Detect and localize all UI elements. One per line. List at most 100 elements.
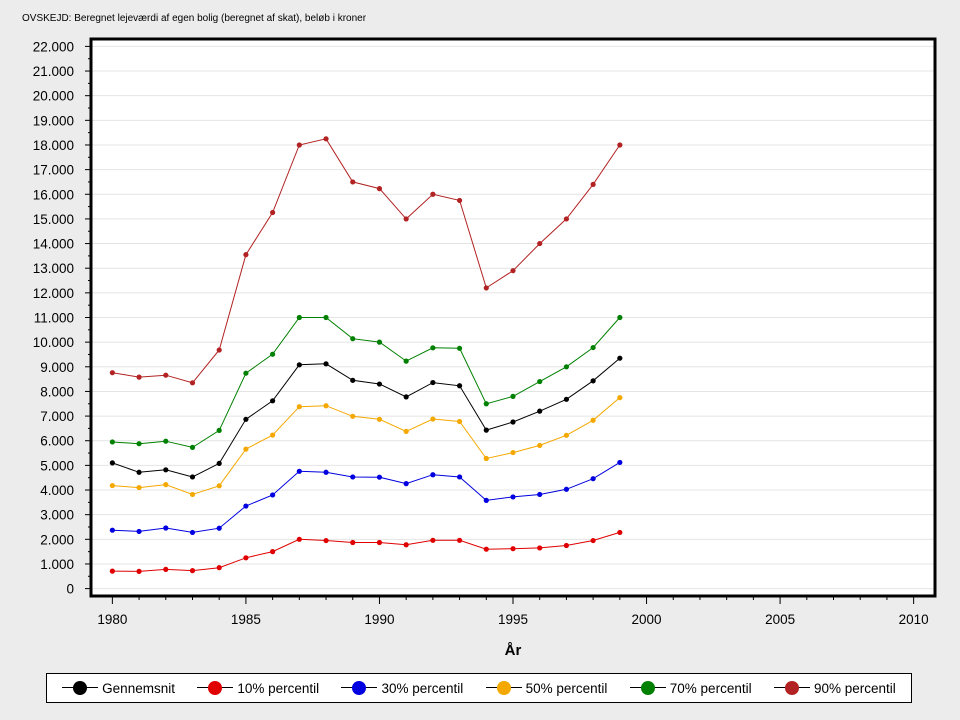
data-point <box>296 468 302 474</box>
data-point <box>136 374 142 380</box>
data-point <box>483 497 489 503</box>
x-axis-label: År <box>505 642 522 659</box>
x-tick-label: 1985 <box>231 612 261 627</box>
y-tick-label: 21.000 <box>33 64 74 79</box>
x-tick-label: 1990 <box>364 612 394 627</box>
data-point <box>296 362 302 368</box>
legend-marker-icon <box>197 680 234 696</box>
data-point <box>243 446 249 452</box>
data-point <box>376 186 383 192</box>
y-tick-label: 3.000 <box>40 508 74 523</box>
data-point <box>323 537 329 544</box>
data-point <box>376 339 383 345</box>
legend-item: Gennemsnit <box>62 680 175 696</box>
data-point <box>350 413 356 419</box>
data-point <box>376 416 383 422</box>
data-point <box>136 469 142 475</box>
data-point <box>270 398 276 404</box>
y-tick-label: 0 <box>66 582 74 597</box>
data-point <box>216 460 222 467</box>
data-point <box>430 537 436 543</box>
data-point <box>456 474 463 480</box>
series-line <box>112 138 621 384</box>
series-90-percentil <box>109 136 623 386</box>
legend-label: 90% percentil <box>813 680 896 696</box>
data-point <box>537 545 543 551</box>
data-point <box>323 469 329 475</box>
legend-label: 70% percentil <box>669 680 752 696</box>
data-point <box>189 529 196 536</box>
legend-label: 10% percentil <box>237 680 320 696</box>
legend-marker-icon <box>773 680 810 696</box>
data-point <box>590 378 596 384</box>
data-point <box>376 474 383 480</box>
data-point <box>163 438 169 444</box>
legend-marker-icon <box>485 680 522 696</box>
data-point <box>563 486 570 492</box>
data-point <box>109 460 115 466</box>
y-tick-label: 22.000 <box>33 39 74 54</box>
data-point <box>270 432 276 438</box>
data-point <box>430 416 436 422</box>
data-point <box>350 179 356 185</box>
line-chart: 0 1.000 2.000 3.000 4.000 5.000 6.000 7.000 8.00… <box>33 37 937 659</box>
data-point <box>510 494 516 500</box>
y-tick-label: 12.000 <box>33 286 74 301</box>
data-point <box>163 372 169 378</box>
data-point <box>376 539 383 546</box>
data-point <box>136 484 142 491</box>
plot-frame <box>89 37 937 598</box>
data-point <box>563 432 570 438</box>
data-point <box>510 546 516 552</box>
data-point <box>510 449 516 456</box>
y-tick-label: 5.000 <box>40 458 74 473</box>
y-axis-ticks: 0 1.000 2.000 3.000 4.000 5.000 6.000 7.000 8.00… <box>33 39 91 597</box>
data-point <box>243 416 249 422</box>
series-group <box>109 136 623 574</box>
y-tick-label: 13.000 <box>33 261 74 276</box>
data-point <box>296 142 302 148</box>
data-point <box>617 142 623 148</box>
legend-item: 30% percentil <box>341 680 463 696</box>
series-line <box>112 531 620 572</box>
data-point <box>563 396 570 402</box>
data-point <box>617 355 623 361</box>
data-point <box>243 503 249 509</box>
data-point <box>403 394 409 400</box>
data-point <box>296 536 302 542</box>
data-point <box>109 527 115 533</box>
legend: Gennemsnit 10% percentil 30% percentil 50% … <box>46 673 912 703</box>
data-point <box>537 442 543 449</box>
data-point <box>243 370 249 376</box>
legend-item: 50% percentil <box>485 680 608 696</box>
legend-item: 90% percentil <box>773 680 896 696</box>
legend-item: 70% percentil <box>629 680 752 696</box>
series-70-percentil <box>109 314 623 450</box>
legend-marker-icon <box>629 680 666 696</box>
data-point <box>430 345 436 351</box>
data-point <box>430 379 436 386</box>
legend-label: 50% percentil <box>525 680 608 696</box>
legend-marker-icon <box>341 680 378 696</box>
data-point <box>590 181 596 188</box>
data-point <box>323 314 329 321</box>
data-point <box>537 240 543 247</box>
data-point <box>270 351 276 357</box>
data-point <box>296 314 302 321</box>
data-point <box>483 427 489 433</box>
data-point <box>216 565 222 571</box>
data-point <box>163 566 169 572</box>
x-axis-ticks: 1980 1985 1990 1995 2000 2005 2010 <box>97 596 929 627</box>
data-point <box>403 481 409 487</box>
data-point <box>403 358 409 364</box>
data-point <box>510 419 516 425</box>
data-point <box>136 528 142 535</box>
grid-lines <box>91 45 935 590</box>
data-point <box>456 383 463 389</box>
y-tick-label: 20.000 <box>33 89 74 104</box>
data-point <box>163 467 169 473</box>
data-point <box>243 252 249 258</box>
legend-label: 30% percentil <box>381 680 464 696</box>
data-point <box>216 427 222 433</box>
series-30-percentil <box>109 459 623 536</box>
